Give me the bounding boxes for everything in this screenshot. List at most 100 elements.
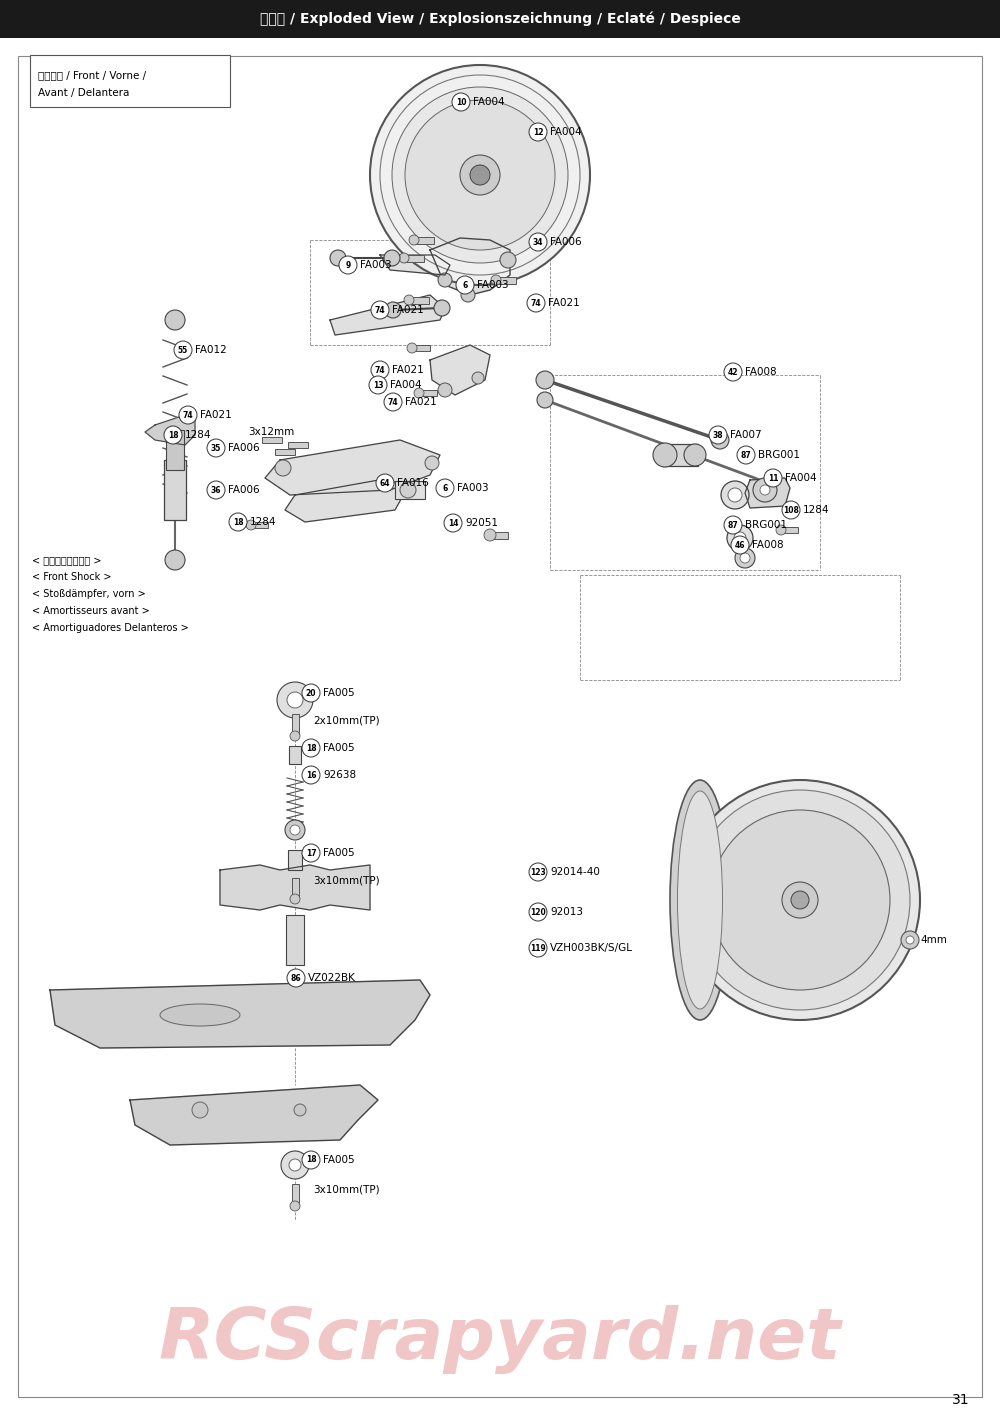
Circle shape	[380, 75, 580, 275]
Circle shape	[289, 1159, 301, 1172]
Text: 18: 18	[168, 430, 178, 440]
Circle shape	[207, 481, 225, 499]
Bar	[166, 430, 184, 470]
Text: 9: 9	[345, 260, 351, 269]
Bar	[292, 877, 299, 899]
Ellipse shape	[678, 791, 722, 1009]
Circle shape	[371, 361, 389, 379]
Bar	[286, 916, 304, 965]
Text: 1284: 1284	[803, 505, 830, 515]
Polygon shape	[220, 865, 370, 910]
Circle shape	[684, 444, 706, 466]
Circle shape	[906, 935, 914, 944]
Circle shape	[165, 310, 185, 330]
Text: VZH003BK/S/GL: VZH003BK/S/GL	[550, 942, 633, 952]
Text: 14: 14	[448, 518, 458, 528]
Bar	[402, 255, 424, 262]
Circle shape	[753, 478, 777, 502]
Text: BRG001: BRG001	[745, 519, 787, 531]
Circle shape	[724, 364, 742, 381]
Polygon shape	[380, 255, 450, 275]
Circle shape	[330, 250, 346, 266]
Circle shape	[901, 931, 919, 949]
Bar	[292, 715, 299, 736]
Text: < フロントダンパー >: < フロントダンパー >	[32, 555, 102, 565]
Text: 74: 74	[388, 398, 398, 406]
Text: 74: 74	[531, 299, 541, 307]
Text: 11: 11	[768, 474, 778, 483]
Text: VZ022BK: VZ022BK	[308, 974, 356, 983]
Circle shape	[370, 65, 590, 284]
Circle shape	[782, 882, 818, 918]
Circle shape	[472, 372, 484, 383]
Text: FA008: FA008	[752, 541, 784, 550]
Bar	[289, 746, 301, 764]
Text: 3x10mm(TP): 3x10mm(TP)	[313, 1184, 380, 1196]
Bar	[412, 236, 434, 243]
Text: FA004: FA004	[550, 127, 582, 137]
Circle shape	[529, 863, 547, 882]
Text: 38: 38	[713, 430, 723, 440]
Circle shape	[405, 100, 555, 250]
Polygon shape	[285, 478, 405, 522]
Text: 74: 74	[375, 306, 385, 314]
Circle shape	[174, 341, 192, 359]
Circle shape	[384, 250, 400, 266]
Circle shape	[734, 532, 746, 543]
Text: FA016: FA016	[397, 478, 429, 488]
Circle shape	[290, 825, 300, 835]
Circle shape	[438, 383, 452, 398]
Circle shape	[721, 481, 749, 509]
Text: 92638: 92638	[323, 770, 356, 780]
Bar	[410, 345, 430, 351]
Text: FA006: FA006	[228, 443, 260, 453]
Circle shape	[287, 692, 303, 708]
Circle shape	[434, 300, 450, 316]
Text: 35: 35	[211, 443, 221, 453]
Text: 87: 87	[741, 450, 751, 460]
Circle shape	[529, 233, 547, 250]
Text: 3x12mm: 3x12mm	[248, 427, 294, 437]
Circle shape	[385, 301, 401, 318]
Text: FA021: FA021	[200, 410, 232, 420]
Circle shape	[782, 501, 800, 519]
Circle shape	[371, 301, 389, 318]
Circle shape	[470, 166, 490, 185]
Circle shape	[384, 393, 402, 410]
Circle shape	[740, 553, 750, 563]
Circle shape	[529, 903, 547, 921]
Circle shape	[400, 483, 416, 498]
Bar	[292, 1184, 299, 1206]
Text: 74: 74	[183, 410, 193, 419]
Bar	[288, 850, 302, 870]
Ellipse shape	[670, 780, 730, 1020]
Bar	[288, 441, 308, 449]
Circle shape	[484, 529, 496, 541]
Text: FA003: FA003	[360, 260, 392, 270]
Text: 31: 31	[952, 1392, 970, 1407]
Text: FA021: FA021	[392, 306, 424, 316]
Bar	[492, 532, 508, 539]
Circle shape	[529, 940, 547, 957]
Text: FA004: FA004	[473, 98, 505, 108]
Circle shape	[711, 432, 729, 449]
Circle shape	[192, 1102, 208, 1118]
Circle shape	[277, 682, 313, 717]
Circle shape	[724, 516, 742, 533]
Text: < Front Shock >: < Front Shock >	[32, 572, 112, 582]
Polygon shape	[50, 981, 430, 1049]
Text: 4mm: 4mm	[920, 935, 947, 945]
Circle shape	[737, 446, 755, 464]
Text: 108: 108	[783, 505, 799, 515]
Bar	[494, 276, 516, 283]
Circle shape	[285, 821, 305, 841]
Circle shape	[529, 123, 547, 142]
Text: 119: 119	[530, 944, 546, 952]
Circle shape	[456, 276, 474, 294]
Circle shape	[392, 86, 568, 263]
Text: 64: 64	[380, 478, 390, 488]
Text: 92014-40: 92014-40	[550, 867, 600, 877]
Polygon shape	[145, 415, 195, 444]
Text: 123: 123	[530, 867, 546, 876]
Circle shape	[500, 252, 516, 267]
